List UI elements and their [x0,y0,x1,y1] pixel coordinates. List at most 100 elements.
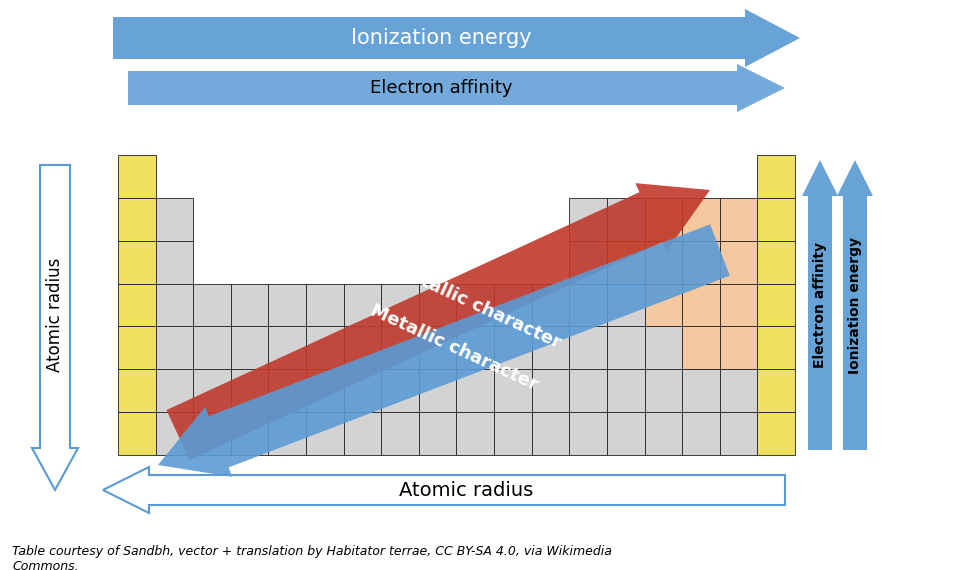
Bar [643,327,681,369]
Bar [381,283,419,327]
Bar [155,327,193,369]
Bar [193,369,231,412]
Text: Table courtesy of Sandbh, vector + translation by Habitator terrae, CC BY-SA 4.0: Table courtesy of Sandbh, vector + trans… [12,545,611,570]
Bar [381,327,419,369]
Bar [757,155,795,198]
Bar [531,327,569,369]
Polygon shape [801,160,837,450]
Bar [456,327,493,369]
Bar [155,241,193,283]
Bar [381,369,419,412]
Bar [493,327,531,369]
Bar [757,241,795,283]
Bar [268,412,306,455]
Bar [569,283,607,327]
Text: Ionization energy: Ionization energy [351,28,531,48]
Text: Ionization energy: Ionization energy [847,237,861,373]
Bar [419,412,456,455]
Bar [643,241,681,283]
Bar [607,198,643,241]
Bar [155,412,193,455]
Bar [118,241,155,283]
Bar [569,241,607,283]
Bar [306,283,343,327]
Text: Electron affinity: Electron affinity [370,79,513,97]
Bar [531,369,569,412]
Bar [193,327,231,369]
Bar [719,241,757,283]
Bar [118,369,155,412]
Bar [268,369,306,412]
Bar [607,241,643,283]
Bar [193,412,231,455]
Bar [456,412,493,455]
Bar [118,198,155,241]
Bar [493,369,531,412]
Bar [681,283,719,327]
Polygon shape [103,467,784,513]
Bar [757,412,795,455]
Bar [231,327,268,369]
Bar [643,198,681,241]
Text: Nonmetallic character: Nonmetallic character [354,243,564,352]
Bar [231,283,268,327]
Text: Metallic character: Metallic character [367,301,540,394]
Bar [757,327,795,369]
Bar [118,155,155,198]
Bar [419,369,456,412]
Polygon shape [158,225,729,477]
Bar [343,283,381,327]
Polygon shape [836,160,872,450]
Bar [719,327,757,369]
Bar [681,198,719,241]
Polygon shape [167,183,709,460]
Bar [757,369,795,412]
Polygon shape [32,165,78,490]
Bar [343,369,381,412]
Bar [381,412,419,455]
Bar [569,198,607,241]
Bar [419,283,456,327]
Bar [719,369,757,412]
Bar [719,412,757,455]
Bar [155,198,193,241]
Polygon shape [128,64,784,112]
Polygon shape [112,9,799,67]
Bar [268,327,306,369]
Bar [306,369,343,412]
Bar [306,327,343,369]
Bar [719,198,757,241]
Text: Electron affinity: Electron affinity [812,242,827,368]
Bar [643,283,681,327]
Bar [155,283,193,327]
Bar [118,327,155,369]
Text: Atomic radius: Atomic radius [399,481,533,499]
Bar [681,327,719,369]
Bar [607,283,643,327]
Bar [268,283,306,327]
Bar [493,412,531,455]
Bar [419,327,456,369]
Bar [643,412,681,455]
Text: Atomic radius: Atomic radius [46,258,64,372]
Bar [118,283,155,327]
Bar [231,369,268,412]
Bar [231,412,268,455]
Bar [306,412,343,455]
Bar [193,283,231,327]
Bar [456,369,493,412]
Bar [493,283,531,327]
Bar [456,283,493,327]
Bar [607,412,643,455]
Bar [681,369,719,412]
Bar [155,369,193,412]
Bar [607,369,643,412]
Bar [569,327,607,369]
Bar [343,412,381,455]
Bar [343,327,381,369]
Bar [569,412,607,455]
Bar [531,412,569,455]
Bar [607,327,643,369]
Bar [643,369,681,412]
Bar [569,369,607,412]
